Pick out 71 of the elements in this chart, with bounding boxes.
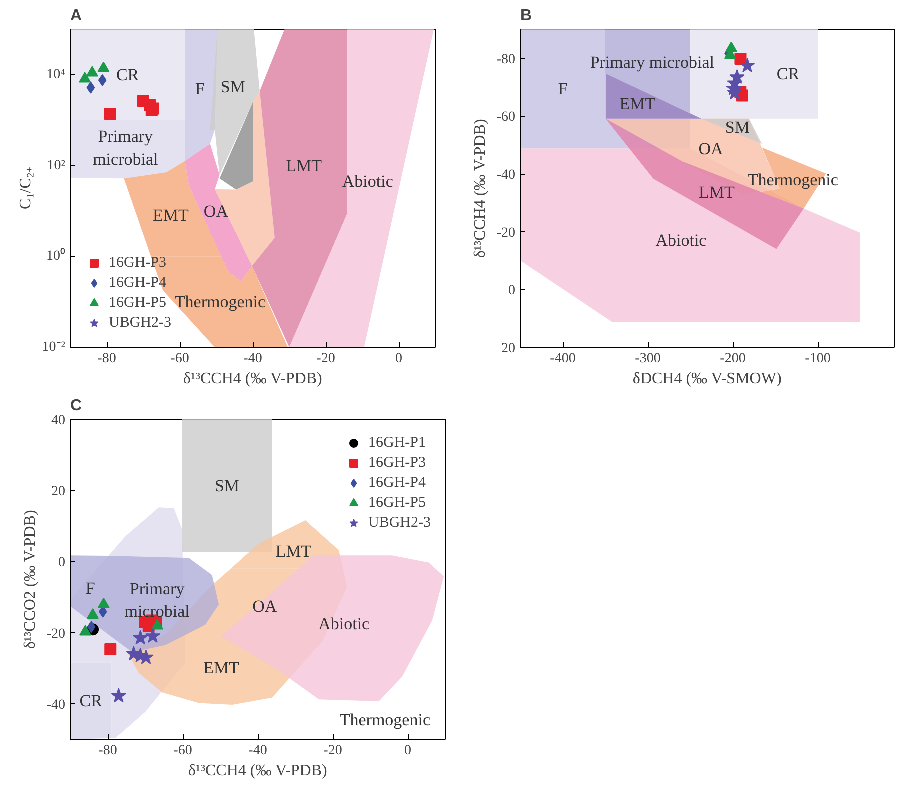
series-label: OA: [204, 202, 230, 222]
series-label: OA: [698, 139, 724, 158]
x-tick-label: -60: [174, 744, 192, 758]
series-label: F: [558, 80, 568, 99]
y-axis-title: δ¹³CCO2 (‰ V-PDB): [22, 510, 39, 650]
y-tick-label: 10⁴: [46, 67, 66, 82]
y-tick-label: 10⁻²: [42, 340, 66, 355]
x-axis-title: δ¹³CCH4 (‰ V-PDB): [188, 762, 328, 780]
series-label: Thermogenic: [174, 292, 266, 312]
x-tick-label: -40: [244, 352, 262, 366]
series-label: LMT: [286, 156, 323, 176]
y-tick-label: -20: [46, 626, 66, 642]
y-tick-label: 0: [508, 284, 516, 299]
series-label: SM: [220, 78, 246, 97]
series-label: F: [195, 80, 205, 99]
legend-label: UBGH2-3: [109, 314, 172, 332]
series-label: CR: [776, 64, 800, 84]
x-axis-title: δ¹³CCH4 (‰ V-PDB): [183, 370, 322, 388]
y-tick-label: -20: [496, 226, 516, 241]
series-label: Abiotic: [318, 614, 370, 634]
y-axis-title: C₁/C₂₊: [17, 168, 34, 210]
y-tick-label: 40: [52, 414, 66, 428]
y-tick-label: -80: [496, 52, 516, 68]
y-tick-label: -60: [496, 110, 516, 126]
series-label: CR: [116, 65, 140, 84]
series-label: SM: [725, 118, 750, 137]
y-axis-title: δ¹³CCH4 (‰ V-PDB): [472, 119, 489, 258]
series-label: Primary microbial: [93, 127, 158, 170]
y-tick-label: 20: [502, 342, 516, 356]
x-tick-label: -80: [98, 744, 118, 758]
legend-label: 16GH-P5: [109, 294, 167, 312]
x-tick-label: -400: [550, 352, 576, 366]
legend-label: 16GH-P5: [368, 494, 426, 512]
y-tick-label: 10²: [47, 158, 66, 174]
annotation: Thermogenic: [340, 710, 431, 730]
series-label: OA: [252, 596, 278, 616]
y-tick-label: -40: [46, 698, 66, 713]
series-label: F: [86, 579, 96, 598]
x-tick-label: -40: [248, 744, 268, 758]
series-label: EMT: [152, 206, 190, 225]
x-tick-label: -200: [720, 352, 746, 366]
series-label: Abiotic: [342, 172, 394, 191]
series-label: CR: [80, 691, 104, 710]
legend-label: 16GH-P3: [368, 454, 426, 472]
x-tick-label: -20: [324, 744, 342, 758]
series-label: LMT: [276, 542, 312, 562]
y-tick-label: 0: [58, 556, 66, 571]
series-label: Primary microbial: [590, 53, 715, 72]
legend-label: UBGH2-3: [368, 514, 431, 532]
y-tick-label: -40: [496, 168, 516, 184]
x-tick-label: -20: [316, 352, 336, 366]
x-tick-label: 0: [404, 744, 412, 758]
series-label: SM: [214, 476, 240, 496]
x-tick-label: -80: [98, 352, 116, 366]
legend-label: 16GH-P4: [368, 474, 426, 492]
x-tick-label: 0: [396, 352, 402, 366]
series-label: EMT: [620, 94, 656, 114]
x-axis-title: δDCH4 (‰ V-SMOW): [632, 370, 782, 388]
x-tick-label: -60: [170, 352, 190, 366]
series-label: LMT: [698, 183, 736, 202]
chart-title: C: [70, 398, 82, 414]
series-label: Abiotic: [656, 231, 708, 250]
x-tick-label: -100: [805, 352, 831, 366]
y-tick-label: 20: [52, 484, 66, 500]
chart-title: B: [520, 8, 532, 24]
x-tick-label: -300: [635, 352, 661, 366]
series-label: EMT: [204, 658, 240, 678]
y-tick-label: 10⁰: [46, 248, 66, 264]
series-label: Primary microbial: [124, 579, 190, 622]
chart-title: A: [70, 8, 82, 24]
legend-label: 16GH-P1: [368, 434, 426, 452]
